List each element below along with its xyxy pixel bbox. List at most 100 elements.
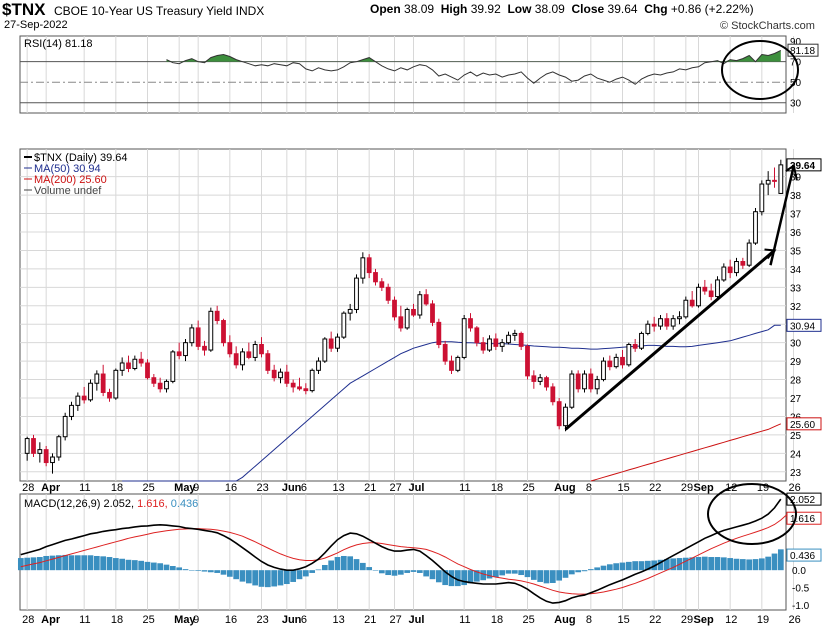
candle-body	[379, 281, 385, 288]
ticker-symbol: $TNX	[2, 0, 46, 19]
candle-body	[544, 377, 549, 388]
macd-histogram-bar	[765, 556, 772, 571]
candle-body	[632, 344, 638, 349]
price-panel: 3938373635343332313029282726252423$TNX (…	[20, 149, 822, 482]
rsi-panel: RSI(14) 81.18 90 70 50 30 81.18	[20, 36, 819, 113]
trendline-arrow	[564, 249, 776, 431]
macd-histogram-bar	[619, 562, 626, 571]
high-label: High	[440, 2, 468, 16]
candle-body	[664, 318, 670, 327]
candle-body	[778, 164, 784, 194]
candle-body	[423, 294, 429, 305]
candle-body	[107, 391, 112, 399]
rsi-tick-label: 70	[790, 58, 802, 69]
candle-body	[645, 323, 651, 334]
candle-body	[271, 369, 277, 379]
x-tick-label: 8	[586, 614, 592, 626]
close-value: 39.64	[607, 2, 638, 16]
macd-histogram-bar	[727, 558, 734, 571]
candle-body	[721, 266, 727, 281]
x-tick-label: 9	[193, 482, 199, 494]
macd-histogram-bar	[359, 562, 366, 571]
x-tick-label: 28	[22, 614, 34, 626]
macd-histogram-bar	[752, 559, 759, 571]
candle-body	[119, 362, 125, 371]
macd-histogram-bar	[125, 559, 132, 571]
candle-body	[620, 356, 625, 366]
macd-histogram-bar	[670, 558, 677, 571]
stockcharts-attribution: © StockCharts.com	[720, 20, 815, 32]
macd-histogram-bar	[81, 555, 88, 571]
macd-label-part: 1.616,	[137, 498, 171, 510]
price-tick-label: 30	[790, 339, 802, 350]
macd-histogram-bar	[264, 570, 271, 588]
macd-histogram-bar	[226, 570, 233, 577]
x-tick-label: 11	[79, 614, 90, 626]
macd-histogram-bar	[112, 558, 119, 571]
candle-body	[132, 358, 138, 369]
candle-body	[404, 308, 410, 329]
macd-frame	[19, 493, 787, 611]
macd-histogram-bar	[613, 563, 620, 571]
x-tick-label: Sep	[694, 482, 714, 494]
x-tick-label: 12	[725, 614, 737, 626]
macd-circle-annotation	[707, 483, 797, 545]
x-tick-label: Apr	[41, 614, 61, 626]
candle-body	[512, 332, 518, 336]
candle-body	[227, 342, 233, 355]
candle-body	[360, 257, 366, 279]
candle-body	[138, 358, 144, 364]
x-tick-label: 25	[143, 482, 155, 494]
panel-frames	[19, 35, 787, 611]
price-tick-label: 34	[790, 265, 802, 276]
macd-histogram-bar	[638, 561, 645, 571]
macd-histogram-bar	[587, 569, 594, 571]
macd-histogram-bar	[207, 570, 214, 573]
price-tick-label: 36	[790, 228, 802, 239]
candle-body	[100, 373, 106, 393]
ma50-last-box	[786, 318, 822, 332]
macd-histogram-bar	[524, 570, 531, 578]
macd-histogram-bar	[220, 570, 227, 575]
candle-body	[556, 401, 562, 427]
candle-body	[493, 338, 499, 347]
macd-histogram-bar	[499, 570, 506, 576]
macd-tick-label: 0.0	[792, 566, 806, 577]
macd-label: MACD(12,26,9) 2.052, 1.616, 0.436	[24, 498, 198, 510]
candle-body	[499, 342, 505, 347]
macd-histogram-bar	[62, 554, 69, 571]
x-tick-label: Jul	[409, 614, 425, 626]
price-tick-label: 35	[790, 246, 802, 257]
macd-histogram-bar	[271, 570, 278, 587]
macd-histogram-bar	[556, 570, 563, 581]
close-label: Close	[571, 2, 605, 16]
candle-body	[708, 290, 714, 298]
security-name: CBOE 10-Year US Treasury Yield INDX	[54, 4, 265, 18]
candle-body	[594, 379, 600, 390]
macd-histogram-bar	[119, 558, 126, 571]
price-tick-label: 37	[790, 210, 802, 221]
macd-histogram-bar	[549, 570, 556, 583]
rsi-line	[166, 49, 782, 85]
macd-histogram-bar	[575, 570, 582, 573]
x-tick-label: 15	[618, 482, 630, 494]
x-tick-label: May	[174, 482, 196, 494]
candle-body	[601, 360, 606, 381]
macd-histogram-bar	[214, 570, 221, 573]
macd-histogram-bar	[315, 569, 322, 571]
candle-body	[702, 286, 708, 292]
candle-body	[518, 332, 524, 347]
x-tick-label: 26	[789, 614, 801, 626]
macd-histogram-bar	[600, 565, 607, 571]
candle-body	[696, 286, 701, 307]
open-value: 38.09	[404, 2, 435, 16]
macd-histogram-bar	[708, 557, 715, 571]
candle-body	[164, 380, 169, 390]
candle-body	[430, 303, 435, 323]
x-tick-label: 29	[681, 614, 693, 626]
candle-body	[468, 318, 473, 329]
macd-histogram-bar	[106, 557, 113, 571]
candle-body	[37, 449, 43, 454]
macd-histogram-bar	[581, 570, 588, 572]
candle-body	[658, 318, 663, 327]
